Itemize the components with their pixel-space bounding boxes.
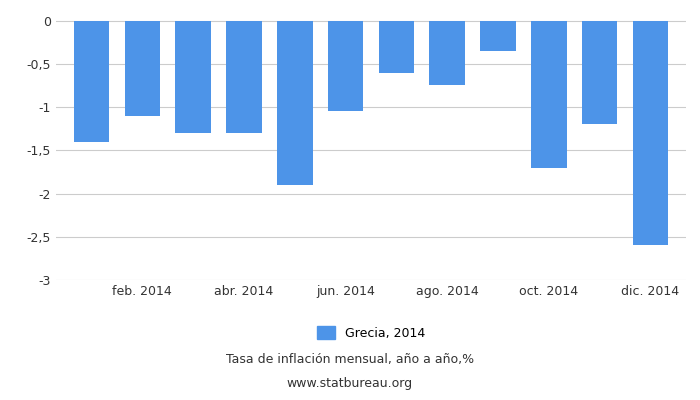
Bar — [277, 21, 313, 185]
Legend: Grecia, 2014: Grecia, 2014 — [312, 321, 430, 345]
Bar — [176, 21, 211, 133]
Bar — [531, 21, 566, 168]
Bar — [226, 21, 262, 133]
Bar — [379, 21, 414, 72]
Bar — [429, 21, 465, 86]
Bar — [125, 21, 160, 116]
Bar — [633, 21, 668, 246]
Text: Tasa de inflación mensual, año a año,%: Tasa de inflación mensual, año a año,% — [226, 354, 474, 366]
Text: www.statbureau.org: www.statbureau.org — [287, 378, 413, 390]
Bar — [480, 21, 516, 51]
Bar — [328, 21, 363, 112]
Bar — [74, 21, 109, 142]
Bar — [582, 21, 617, 124]
